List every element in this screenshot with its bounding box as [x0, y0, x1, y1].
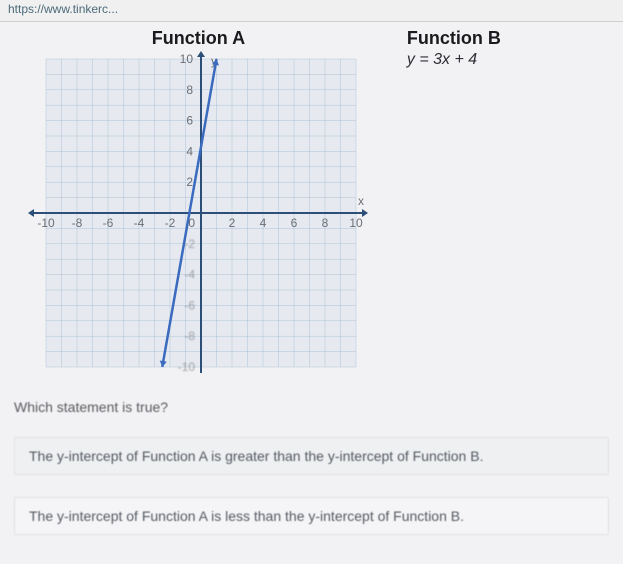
- function-b-equation: y = 3x + 4: [407, 51, 609, 69]
- svg-text:-10: -10: [37, 216, 55, 230]
- svg-text:2: 2: [229, 216, 236, 230]
- page: Function A yx-10-8-6-4-2246810246810-2-4…: [0, 22, 623, 564]
- svg-text:-8: -8: [72, 216, 83, 230]
- svg-text:8: 8: [322, 216, 329, 230]
- svg-text:-6: -6: [103, 216, 114, 230]
- column-function-b: Function B y = 3x + 4: [383, 28, 609, 381]
- answer-choice[interactable]: The y-intercept of Function A is greater…: [14, 437, 609, 475]
- svg-text:10: 10: [180, 52, 194, 66]
- svg-text:-4: -4: [184, 268, 195, 282]
- function-a-title: Function A: [14, 28, 383, 49]
- graph: yx-10-8-6-4-2246810246810-2-4-6-8-100: [14, 51, 374, 381]
- svg-text:6: 6: [186, 114, 193, 128]
- svg-text:10: 10: [349, 216, 363, 230]
- svg-text:8: 8: [186, 83, 193, 97]
- svg-text:4: 4: [260, 216, 267, 230]
- svg-text:-6: -6: [184, 298, 195, 312]
- column-function-a: Function A yx-10-8-6-4-2246810246810-2-4…: [14, 28, 383, 381]
- question-text: Which statement is true?: [14, 399, 609, 415]
- svg-text:4: 4: [186, 144, 193, 158]
- svg-text:2: 2: [186, 175, 193, 189]
- answer-choice[interactable]: The y-intercept of Function A is less th…: [14, 497, 609, 535]
- columns: Function A yx-10-8-6-4-2246810246810-2-4…: [14, 28, 609, 381]
- svg-text:-8: -8: [184, 329, 195, 343]
- url-bar: https://www.tinkerc...: [0, 0, 623, 22]
- choice-1-text: The y-intercept of Function A is less th…: [29, 508, 464, 524]
- choice-0-text: The y-intercept of Function A is greater…: [29, 448, 483, 464]
- function-b-title: Function B: [407, 28, 609, 49]
- svg-text:-10: -10: [178, 360, 196, 374]
- url-text: https://www.tinkerc...: [8, 2, 118, 16]
- svg-text:-2: -2: [165, 216, 176, 230]
- svg-text:x: x: [358, 194, 364, 208]
- graph-svg: yx-10-8-6-4-2246810246810-2-4-6-8-100: [14, 51, 374, 381]
- svg-text:-4: -4: [134, 216, 145, 230]
- svg-text:6: 6: [291, 216, 298, 230]
